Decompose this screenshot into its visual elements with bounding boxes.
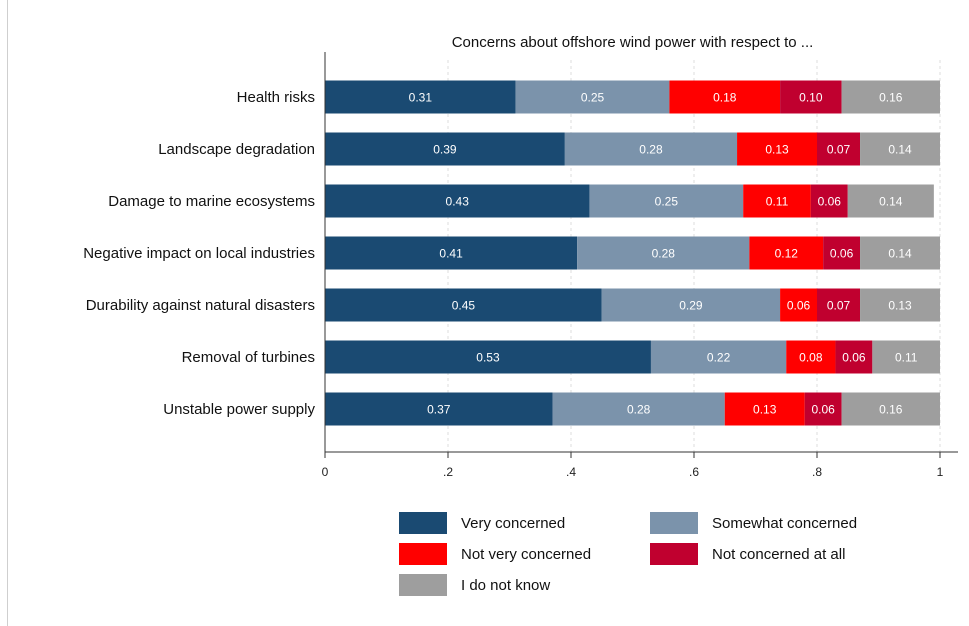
bar-segment (786, 340, 836, 374)
legend-label: Not very concerned (461, 546, 591, 563)
data-label: 0.12 (775, 247, 799, 261)
bar-segment (325, 236, 578, 270)
data-label: 0.08 (799, 351, 823, 365)
legend-swatch (650, 543, 698, 565)
category-label: Landscape degradation (158, 141, 315, 158)
legend-label: Somewhat concerned (712, 515, 857, 532)
bar-segment (835, 340, 873, 374)
data-label: 0.07 (827, 299, 851, 313)
bar-segment (589, 184, 744, 218)
data-label: 0.28 (652, 247, 676, 261)
data-label: 0.06 (842, 351, 866, 365)
x-tick-label: 0 (322, 465, 329, 479)
bar-segment (823, 236, 861, 270)
data-label: 0.31 (409, 91, 433, 105)
data-label: 0.13 (888, 299, 912, 313)
legend-label: I do not know (461, 577, 550, 594)
bar-segment (872, 340, 940, 374)
bar-segment (564, 132, 738, 166)
bar-segment (325, 184, 590, 218)
bar-segment (841, 80, 940, 114)
data-label: 0.06 (787, 299, 811, 313)
bar-segment (577, 236, 750, 270)
legend-label: Not concerned at all (712, 546, 845, 563)
bar-segment (737, 132, 817, 166)
bar-segment (515, 80, 670, 114)
bar-segment (841, 392, 940, 426)
data-label: 0.06 (830, 247, 854, 261)
data-label: 0.13 (765, 143, 789, 157)
data-label: 0.10 (799, 91, 823, 105)
bar-segment (810, 184, 848, 218)
bar-segment (669, 80, 781, 114)
bar-segment (817, 288, 861, 322)
bar-segment (325, 80, 516, 114)
bar-segment (325, 392, 553, 426)
legend-swatch (399, 512, 447, 534)
bar-segment (780, 80, 842, 114)
legend-swatch (399, 543, 447, 565)
data-label: 0.11 (895, 351, 918, 365)
category-label: Durability against natural disasters (86, 297, 315, 314)
data-label: 0.53 (476, 351, 500, 365)
category-label: Unstable power supply (163, 401, 315, 418)
data-label: 0.06 (818, 195, 842, 209)
bar-segment (743, 184, 811, 218)
data-label: 0.43 (446, 195, 470, 209)
data-label: 0.11 (766, 195, 789, 209)
bar-segment (724, 392, 805, 426)
chart-title: Concerns about offshore wind power with … (452, 34, 814, 51)
data-label: 0.07 (827, 143, 851, 157)
data-label: 0.14 (888, 247, 912, 261)
category-label: Removal of turbines (182, 349, 315, 366)
data-label: 0.39 (433, 143, 457, 157)
data-label: 0.29 (679, 299, 703, 313)
bar-segment (650, 340, 787, 374)
legend-swatch (650, 512, 698, 534)
bar-segment (847, 184, 934, 218)
data-label: 0.25 (655, 195, 679, 209)
data-label: 0.14 (888, 143, 912, 157)
bar-segment (860, 132, 940, 166)
bar-segment (749, 236, 824, 270)
bar-segment (860, 288, 940, 322)
category-label: Health risks (237, 89, 315, 106)
bar-segment (325, 132, 565, 166)
data-label: 0.06 (811, 403, 835, 417)
bar-segment (325, 340, 651, 374)
x-tick-label: .8 (812, 465, 822, 479)
category-label: Damage to marine ecosystems (108, 193, 315, 210)
data-label: 0.16 (879, 91, 903, 105)
bar-segment (325, 288, 602, 322)
data-label: 0.45 (452, 299, 476, 313)
data-label: 0.16 (879, 403, 903, 417)
bar-segment (601, 288, 781, 322)
x-tick-label: .6 (689, 465, 699, 479)
bar-segment (860, 236, 940, 270)
data-label: 0.25 (581, 91, 605, 105)
x-tick-label: .4 (566, 465, 576, 479)
data-label: 0.18 (713, 91, 737, 105)
data-label: 0.14 (879, 195, 903, 209)
legend-label: Very concerned (461, 515, 565, 532)
data-label: 0.28 (639, 143, 663, 157)
data-label: 0.41 (439, 247, 463, 261)
category-label: Negative impact on local industries (83, 245, 315, 262)
bar-segment (552, 392, 725, 426)
x-tick-label: 1 (937, 465, 944, 479)
bar-segment (780, 288, 817, 322)
data-label: 0.28 (627, 403, 651, 417)
data-label: 0.37 (427, 403, 451, 417)
x-tick-label: .2 (443, 465, 453, 479)
data-label: 0.13 (753, 403, 777, 417)
legend-swatch (399, 574, 447, 596)
bar-segment (804, 392, 842, 426)
bar-segment (817, 132, 861, 166)
data-label: 0.22 (707, 351, 731, 365)
